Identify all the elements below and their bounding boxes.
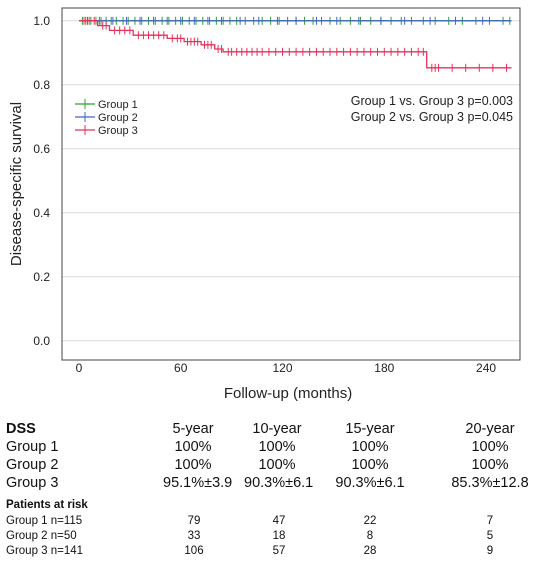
summary-table: DSS 5-year 10-year 15-year 20-year Group… [0, 420, 550, 559]
risk-cell: 57 [272, 545, 286, 557]
table-cell: 90.3%±6.1 [335, 475, 405, 491]
survival-chart: 0.0 0.2 0.4 0.6 0.8 1.0 0 60 120 180 240 Disease-… [8, 7, 521, 402]
risk-cell: 8 [366, 530, 374, 542]
risk-cell: 33 [187, 530, 201, 542]
risk-cell: 5 [486, 530, 494, 542]
y-tick-label: 0.4 [33, 206, 50, 220]
x-tick-labels: 0 60 120 180 240 [76, 361, 497, 375]
table-cell: 100% [471, 457, 509, 473]
legend-item: Group 2 [75, 112, 138, 124]
y-tick-label: 0.6 [33, 142, 50, 156]
risk-row: Group 2 n=50 33 18 8 5 [0, 529, 550, 544]
table-row: Group 2 100% 100% 100% 100% [0, 456, 550, 474]
legend-item: Group 3 [75, 125, 138, 137]
risk-row: Group 1 n=115 79 47 22 7 [0, 514, 550, 529]
y-tick-label: 0.0 [33, 334, 50, 348]
table-row: Group 1 100% 100% 100% 100% [0, 438, 550, 456]
table-header-row: DSS 5-year 10-year 15-year 20-year [0, 420, 550, 438]
risk-cell: 79 [187, 515, 201, 527]
table-header-15-year: 15-year [345, 421, 395, 437]
risk-row-label: Group 1 n=115 [6, 515, 83, 527]
risk-title-row: Patients at risk [0, 492, 550, 514]
y-axis-title: Disease-specific survival [8, 102, 25, 266]
table-cell: 90.3%±6.1 [244, 475, 314, 491]
risk-cell: 47 [272, 515, 286, 527]
x-tick-label: 180 [374, 361, 394, 375]
table-cell: 100% [174, 457, 212, 473]
survival-line [79, 20, 512, 69]
p-value-annotation-1: Group 1 vs. Group 3 p=0.003 [351, 94, 513, 108]
y-tick-label: 0.8 [33, 78, 50, 92]
table-cell: 100% [351, 439, 389, 455]
risk-row: Group 3 n=141 106 57 28 9 [0, 544, 550, 559]
survival-curves [79, 16, 512, 72]
risk-cell: 28 [363, 545, 377, 557]
y-tick-label: 1.0 [33, 14, 50, 28]
gridlines [62, 20, 520, 342]
table-header-5-year: 5-year [172, 421, 214, 437]
x-axis-title: Follow-up (months) [224, 385, 352, 402]
x-tick-label: 240 [476, 361, 496, 375]
x-tick-label: 120 [273, 361, 293, 375]
risk-cell: 9 [486, 545, 494, 557]
table-row-label: Group 1 [6, 439, 59, 455]
risk-cell: 18 [272, 530, 286, 542]
risk-cell: 106 [184, 545, 204, 557]
table-row-label: Group 2 [6, 457, 59, 473]
risk-row-label: Group 3 n=141 [6, 545, 84, 557]
table-cell: 95.1%±3.9 [163, 475, 233, 491]
table-row: Group 3 95.1%±3.9 90.3%±6.1 90.3%±6.1 85… [0, 474, 550, 492]
y-tick-labels: 0.0 0.2 0.4 0.6 0.8 1.0 [33, 14, 50, 348]
table-header-label: DSS [6, 421, 36, 437]
table-row-label: Group 3 [6, 475, 59, 491]
x-tick-label: 0 [76, 361, 83, 375]
p-value-annotation-2: Group 2 vs. Group 3 p=0.045 [351, 110, 513, 124]
legend-label: Group 2 [98, 112, 138, 124]
plot-frame [61, 7, 521, 361]
table-header-20-year: 20-year [465, 421, 515, 437]
table-cell: 100% [258, 457, 296, 473]
table-cell: 100% [471, 439, 509, 455]
x-tick-label: 60 [174, 361, 188, 375]
legend-label: Group 1 [98, 99, 138, 111]
table-header-10-year: 10-year [252, 421, 302, 437]
table-cell: 85.3%±12.8 [451, 475, 529, 491]
risk-cell: 7 [486, 515, 494, 527]
legend-item: Group 1 [75, 99, 138, 111]
risk-row-label: Group 2 n=50 [6, 530, 77, 542]
series-3 [79, 16, 512, 72]
risk-cell: 22 [363, 515, 377, 527]
table-cell: 100% [258, 439, 296, 455]
risk-table-title: Patients at risk [6, 499, 88, 511]
series-2 [79, 16, 512, 25]
table-cell: 100% [174, 439, 212, 455]
table-cell: 100% [351, 457, 389, 473]
y-tick-label: 0.2 [33, 270, 50, 284]
legend-label: Group 3 [98, 125, 138, 137]
